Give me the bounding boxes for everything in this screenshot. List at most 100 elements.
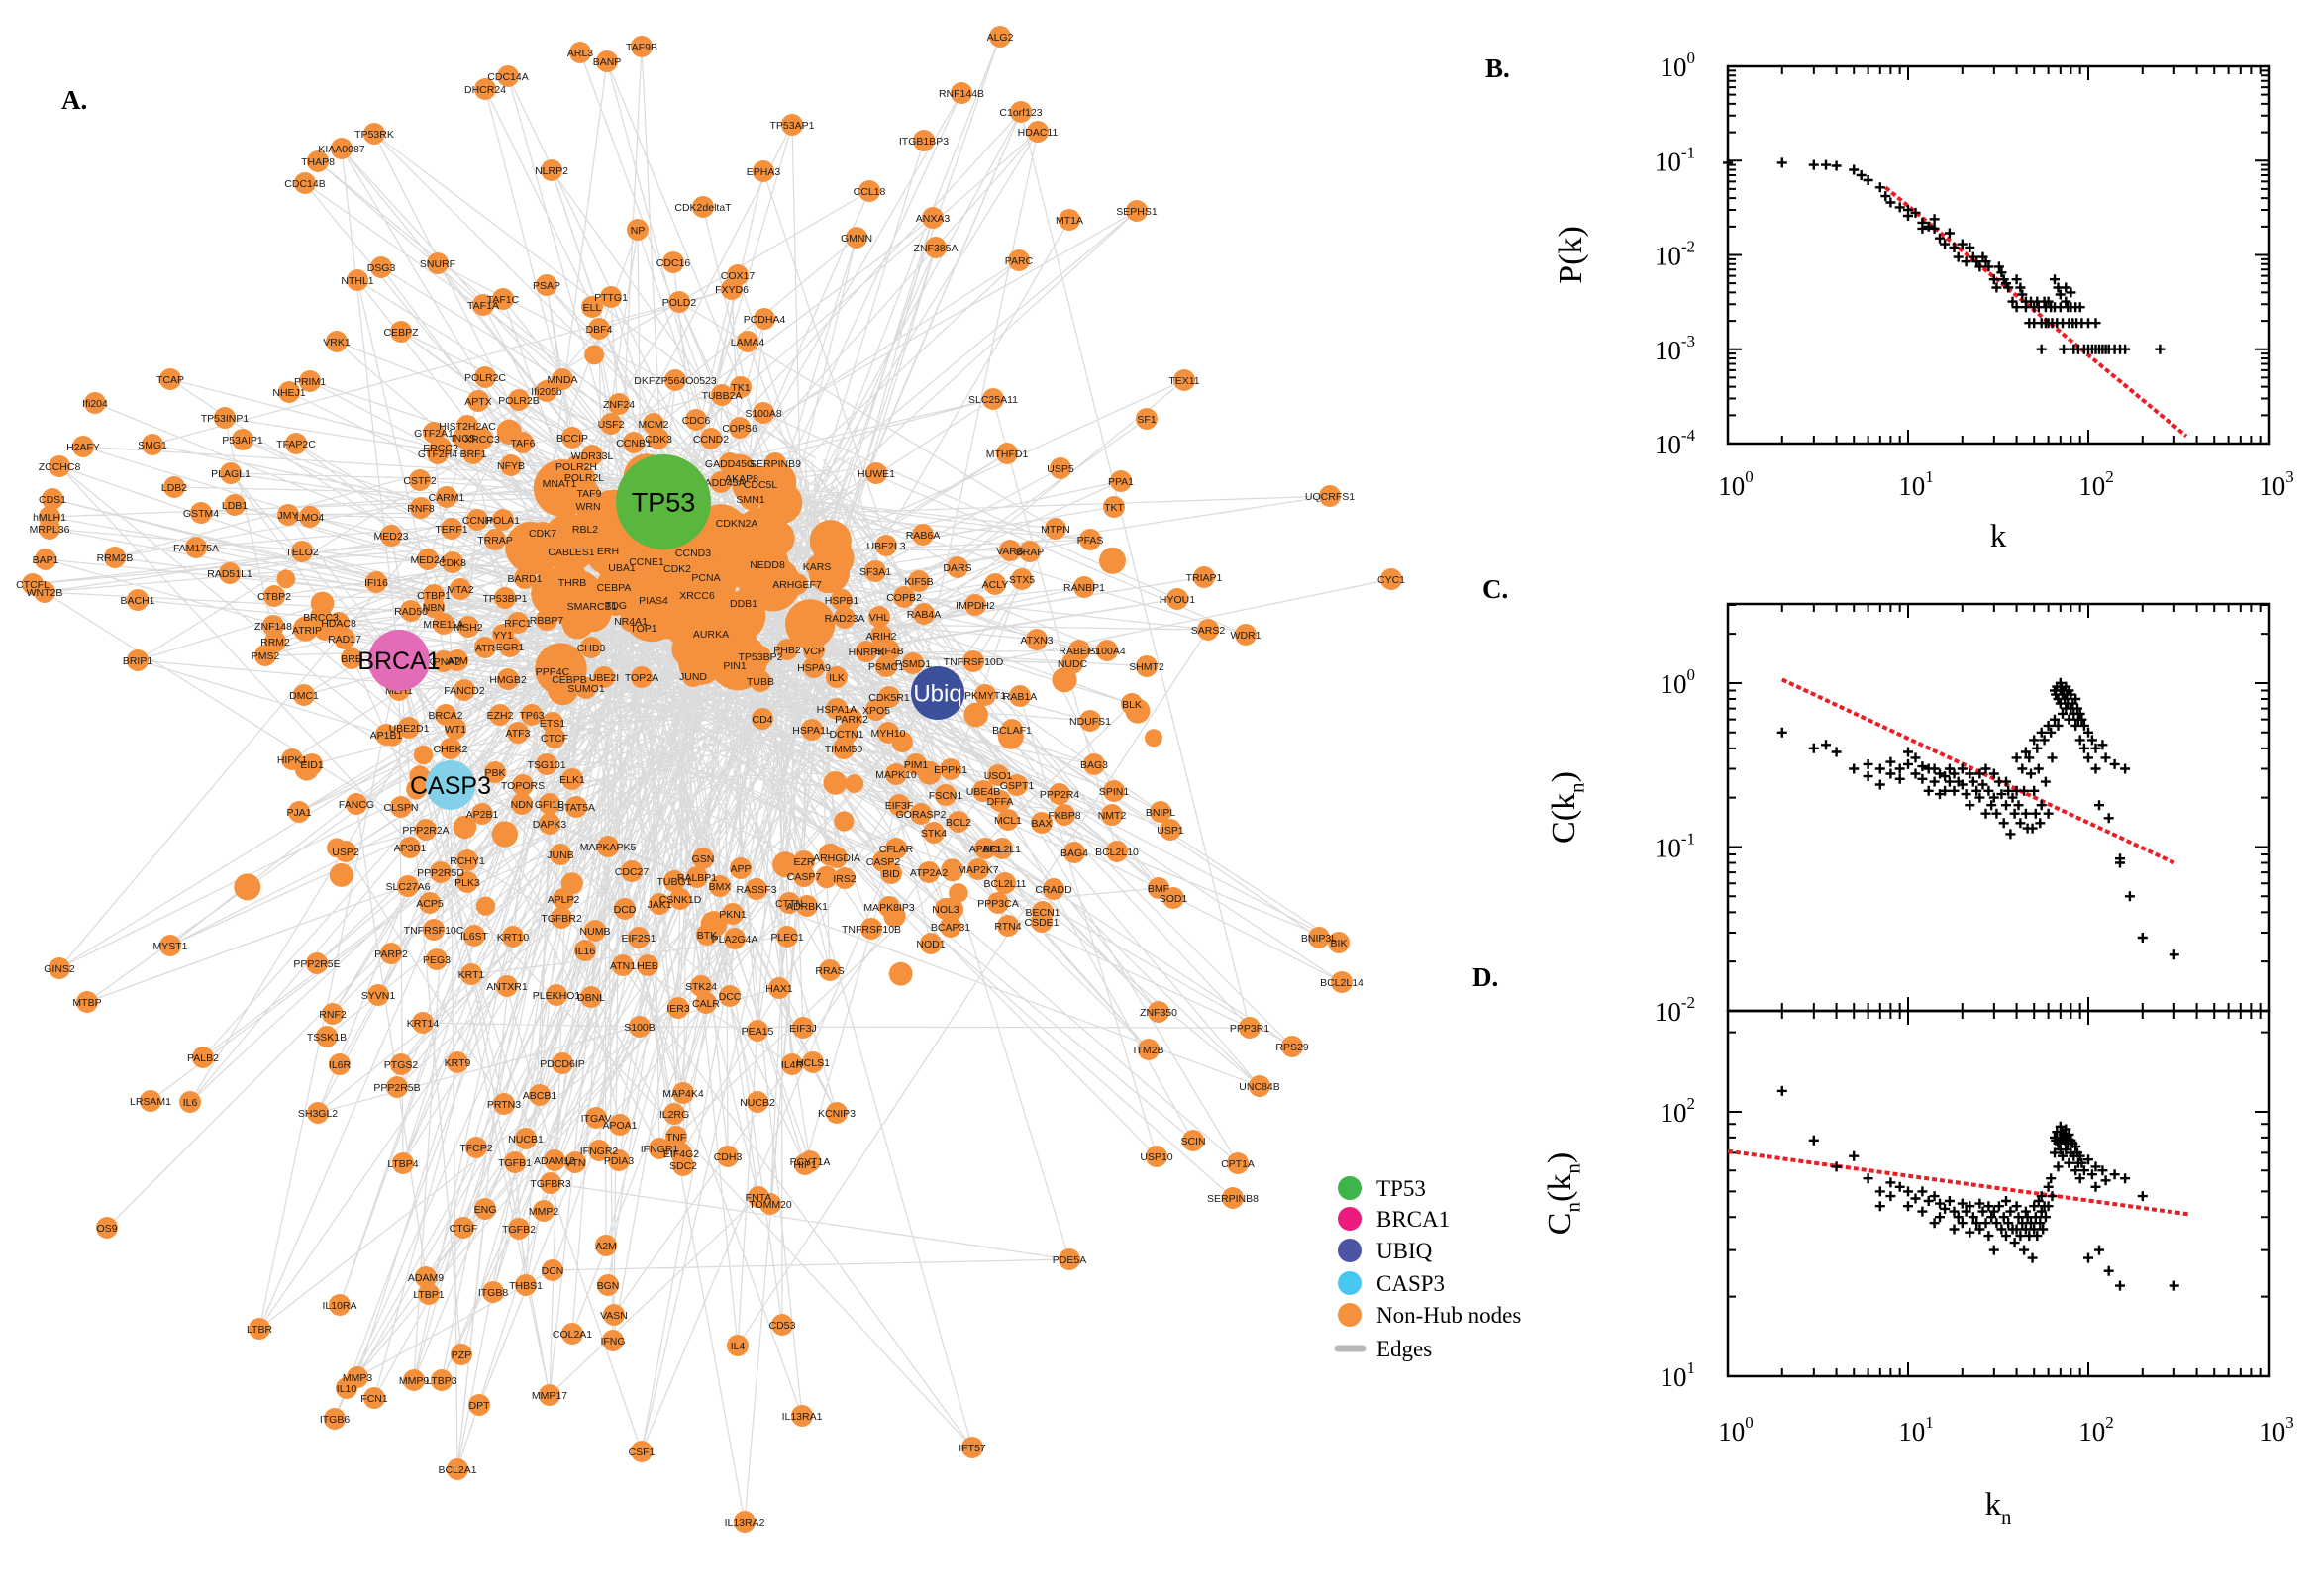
node-label: CDKN2A: [716, 518, 758, 530]
node-label: CDC14B: [284, 178, 325, 190]
nonhub-node: [474, 637, 496, 658]
node-label: PIM1: [904, 759, 929, 771]
node-label: CDC14A: [487, 71, 528, 83]
node-label: ITGAV: [581, 1113, 612, 1125]
nonhub-node: [390, 321, 412, 343]
nonhub-node: [581, 595, 603, 617]
node-label: BCCIP: [556, 433, 588, 445]
nonhub-node: [750, 670, 771, 692]
node-label: PMS2: [252, 650, 280, 662]
fit-line: [1780, 677, 2175, 865]
nonhub-node: [665, 1126, 687, 1147]
x-tick-label: 100: [1718, 467, 1754, 501]
node-label: NUCB2: [740, 1097, 775, 1109]
node-label: S100B: [624, 1022, 656, 1034]
node-label: CDK5R1: [868, 692, 910, 704]
node-label: ADAM9: [408, 1272, 444, 1284]
node-label: VASN: [600, 1310, 628, 1322]
node-label: RAB6A: [906, 530, 940, 542]
node-label: POLA1: [486, 515, 520, 527]
ubiq-dot-icon: [1338, 1239, 1362, 1262]
nonhub-node: [759, 481, 803, 525]
nonhub-node: [277, 504, 299, 526]
node-label: ADRBK1: [786, 901, 828, 913]
node-label: IL4R: [781, 1059, 804, 1071]
nonhub-node: [602, 1330, 624, 1351]
nonhub-node: [399, 837, 421, 858]
node-label: BRE: [341, 653, 362, 665]
node-label: PZP: [452, 1349, 471, 1361]
nonhub-node: [1249, 1075, 1270, 1097]
node-label: MAPK8IP3: [863, 902, 915, 914]
nonhub-node: [346, 793, 367, 815]
node-label: TSG101: [527, 759, 565, 771]
nonhub-node: [494, 587, 516, 609]
node-label: PCNA: [691, 572, 720, 584]
nonhub-node: [456, 849, 478, 871]
node-label: ARHGDIA: [813, 852, 860, 864]
nonhub-node: [908, 570, 930, 592]
node-label: PPA1: [1108, 476, 1134, 488]
nonhub-node: [781, 1053, 803, 1075]
nonhub-node: [609, 1114, 631, 1136]
node-label: BLK: [1122, 699, 1142, 711]
nonhub-node: [643, 589, 664, 611]
fit-line: [1883, 185, 2188, 438]
nonhub-node: [467, 390, 489, 412]
node-label: RALBP1: [677, 872, 717, 884]
nonhub-node: [1193, 566, 1215, 588]
nonhub-node: [672, 1154, 694, 1176]
nonhub-node: [663, 1103, 685, 1125]
nonhub-node: [276, 569, 296, 589]
node-label: A2M: [595, 1241, 617, 1252]
nonhub-node: [1222, 1187, 1244, 1209]
plot-box: [1726, 64, 2271, 446]
node-label: MRE11A: [423, 619, 463, 631]
nonhub-node: [190, 502, 212, 524]
node-label: COPB2: [886, 592, 922, 604]
node-label: NOD1: [916, 939, 945, 950]
nonhub-node: [941, 858, 964, 882]
nonhub-node: [580, 986, 602, 1008]
node-label: MRPL36: [30, 524, 70, 536]
node-label: IL6R: [329, 1059, 352, 1071]
node-label: C1orf123: [999, 107, 1042, 119]
node-label: BCL2L11: [983, 878, 1026, 890]
node-label: RAD51L1: [207, 568, 252, 580]
node-label: EIF3F: [885, 800, 914, 812]
node-label: HSPB1: [825, 595, 859, 607]
node-label: ATN1: [610, 960, 636, 972]
nonhub-node: [1050, 457, 1071, 479]
node-label: FSCN1: [929, 790, 963, 802]
node-label: CCNE1: [629, 556, 664, 568]
nonhub-node: [1079, 529, 1101, 550]
node-label: ZNF148: [254, 621, 292, 633]
nonhub-node: [982, 388, 1004, 410]
nonhub-node: [433, 613, 454, 635]
node-label: KPNA2: [427, 656, 461, 668]
nonhub-node: [1150, 801, 1171, 823]
node-label: hMLH1: [33, 512, 66, 524]
node-label: UBE2I: [589, 672, 619, 684]
nonhub-node: [1079, 710, 1101, 732]
node-label: IFI16: [364, 577, 388, 589]
nonhub-node: [493, 1093, 515, 1115]
node-label: KARS: [803, 561, 832, 573]
node-label: EZH2: [487, 710, 514, 722]
node-label: MAPKAPK5: [580, 842, 637, 853]
nonhub-node: [747, 1020, 768, 1042]
node-label: BCLAF1: [992, 725, 1032, 737]
nonhub-node: [972, 780, 994, 802]
node-label: MTPN: [1041, 524, 1070, 536]
nonhub-node: [489, 704, 511, 726]
node-label: BRCC3: [303, 612, 339, 624]
node-label: AKAP8: [725, 473, 758, 485]
nonhub-node: [466, 509, 488, 531]
node-label: TNFRSF10D: [944, 656, 1004, 668]
node-label: CDK8: [439, 557, 466, 569]
node-label: CABLES1: [548, 547, 594, 558]
node-label: VHL: [869, 612, 890, 624]
node-label: EIF2S1: [621, 933, 656, 945]
